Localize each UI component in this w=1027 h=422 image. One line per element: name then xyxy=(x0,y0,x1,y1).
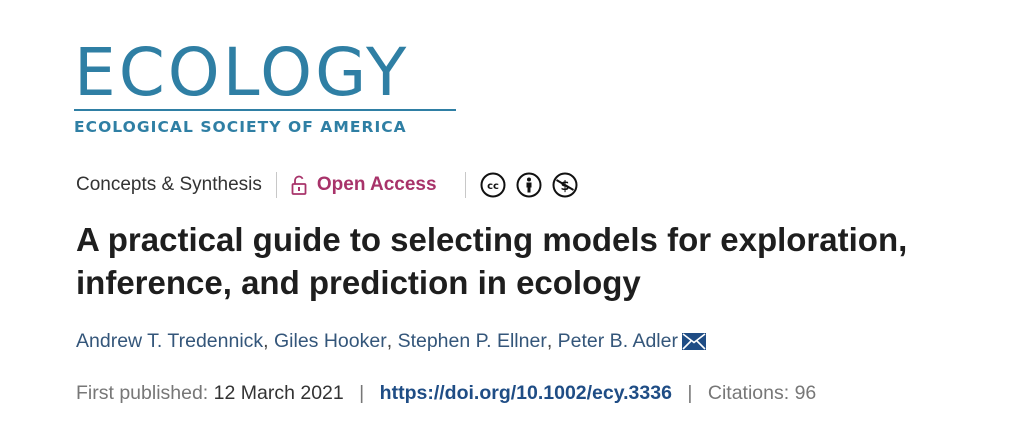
first-published-date: 12 March 2021 xyxy=(213,382,344,404)
divider xyxy=(464,172,466,198)
open-access-badge: Open Access xyxy=(291,174,437,196)
email-envelope-icon[interactable] xyxy=(681,333,706,350)
author-link[interactable]: Stephen P. Ellner xyxy=(397,330,547,352)
license-icons[interactable]: cc $ xyxy=(480,172,578,198)
cc-icon[interactable]: cc xyxy=(480,172,506,198)
svg-text:$: $ xyxy=(560,179,569,194)
svg-text:cc: cc xyxy=(487,181,499,192)
author-link[interactable]: Peter B. Adler xyxy=(557,330,678,352)
divider: | xyxy=(359,382,365,404)
article-meta-row: Concepts & Synthesis Open Access cc $ xyxy=(76,170,578,200)
logo-subtitle: ECOLOGICAL SOCIETY OF AMERICA xyxy=(74,118,407,136)
citations-label: Citations: xyxy=(707,382,790,404)
author-link[interactable]: Giles Hooker xyxy=(274,330,387,352)
publication-info: First published: 12 March 2021 | https:/… xyxy=(76,382,816,405)
author-list: Andrew T. Tredennick, Giles Hooker, Step… xyxy=(76,330,706,353)
author-link[interactable]: Andrew T. Tredennick xyxy=(76,330,264,352)
article-title: A practical guide to selecting models fo… xyxy=(76,221,908,301)
non-commercial-icon[interactable]: $ xyxy=(552,172,578,198)
divider: | xyxy=(687,382,693,404)
logo-wordmark: ECOLOGY xyxy=(74,34,410,111)
author-separator: , xyxy=(546,330,558,352)
author-separator: , xyxy=(263,330,274,352)
logo-rule xyxy=(74,109,456,111)
author-separator: , xyxy=(386,330,398,352)
open-access-label: Open Access xyxy=(316,174,437,195)
doi-link[interactable]: https://doi.org/10.1002/ecy.3336 xyxy=(379,382,672,404)
article-type[interactable]: Concepts & Synthesis xyxy=(76,174,262,195)
first-published-label: First published: xyxy=(76,382,209,404)
open-lock-icon xyxy=(291,175,307,195)
citations-count[interactable]: 96 xyxy=(794,382,817,404)
by-attribution-icon[interactable] xyxy=(516,172,542,198)
divider xyxy=(275,172,277,198)
journal-logo[interactable]: ECOLOGY ECOLOGICAL SOCIETY OF AMERICA xyxy=(74,40,459,136)
